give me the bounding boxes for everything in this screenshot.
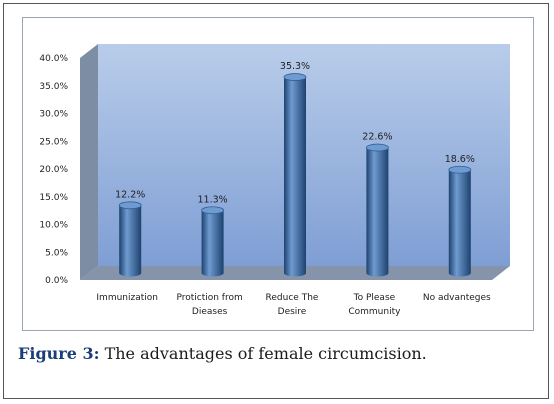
category-label: Desire <box>278 307 307 317</box>
data-label: 11.3% <box>198 194 228 205</box>
y-tick-label: 10.0% <box>39 221 68 231</box>
y-tick-label: 5.0% <box>45 248 68 258</box>
data-label: 22.6% <box>362 132 392 143</box>
data-label: 12.2% <box>115 189 145 200</box>
side-wall <box>80 44 98 280</box>
category-label: Community <box>348 307 401 317</box>
y-tick-label: 30.0% <box>39 110 68 120</box>
data-label: 18.6% <box>445 154 475 165</box>
bar-top-cap <box>283 73 307 81</box>
figure-caption: Figure 3: The advantages of female circu… <box>18 344 538 363</box>
bar-top-cap <box>201 206 225 215</box>
category-label: Dieases <box>192 307 228 317</box>
bar <box>201 210 224 277</box>
data-label: 35.3% <box>280 61 310 72</box>
y-tick-label: 20.0% <box>39 165 68 175</box>
category-label: To Please <box>353 293 396 303</box>
caption-label: Figure 3: <box>18 344 100 363</box>
bar-top-cap <box>448 165 472 174</box>
caption-text: The advantages of female circumcision. <box>99 344 427 363</box>
category-label: Protiction from <box>176 293 242 303</box>
y-tick-label: 40.0% <box>39 54 68 64</box>
bar <box>284 77 306 277</box>
category-label: No advanteges <box>423 293 491 303</box>
bar <box>448 169 471 277</box>
y-tick-label: 15.0% <box>39 193 68 203</box>
y-tick-label: 0.0% <box>45 276 68 286</box>
bar-top-cap <box>365 143 389 152</box>
bar-top-cap <box>118 201 142 210</box>
y-tick-label: 25.0% <box>39 137 68 147</box>
bar <box>366 147 389 277</box>
category-label: Immunization <box>96 293 158 303</box>
bar <box>119 205 142 277</box>
category-label: Reduce The <box>266 293 319 303</box>
y-tick-label: 35.0% <box>39 82 68 92</box>
